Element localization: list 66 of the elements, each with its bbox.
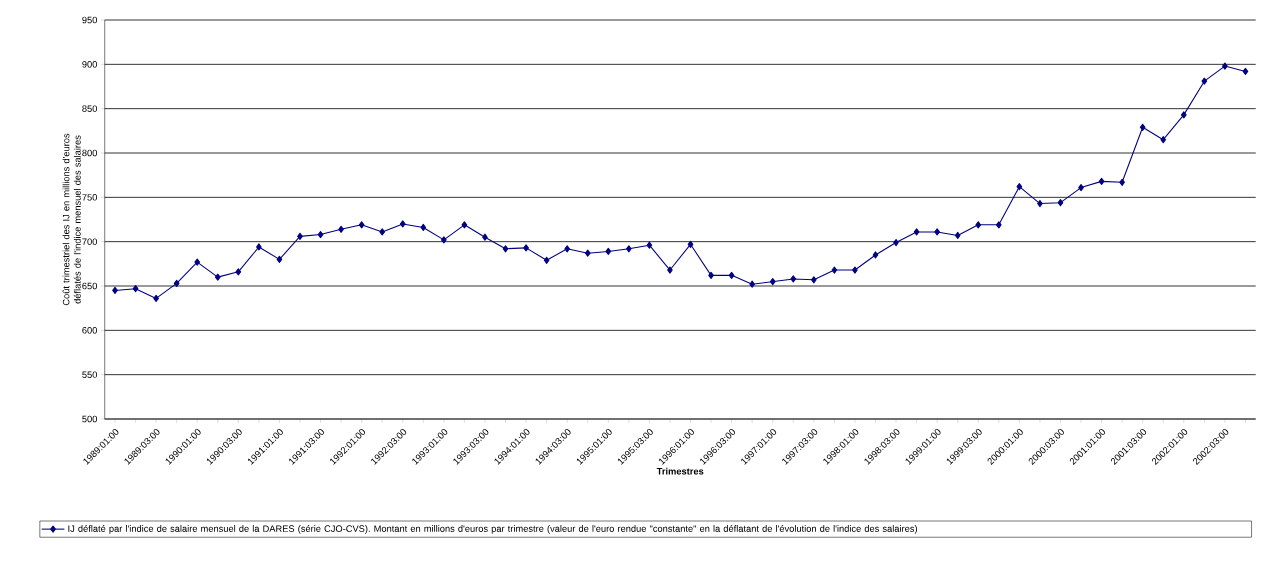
point — [1180, 111, 1187, 119]
point — [975, 221, 982, 229]
point — [194, 258, 201, 266]
y-tick-label: 500 — [82, 415, 98, 423]
point — [667, 266, 673, 274]
point — [646, 241, 653, 249]
point — [749, 280, 755, 288]
point — [605, 247, 612, 255]
y-axis-title: Coût trimestriel des IJ en millions d'euros déflatés de l'indice mensuel des salaires — [62, 133, 81, 306]
point — [1242, 67, 1249, 76]
point — [790, 275, 797, 283]
point — [769, 277, 776, 286]
point — [954, 231, 961, 240]
point — [256, 243, 262, 251]
point — [235, 268, 242, 276]
point — [153, 294, 159, 302]
point — [523, 244, 529, 252]
point — [1119, 178, 1125, 186]
point — [626, 245, 632, 253]
point — [543, 256, 550, 264]
point — [297, 232, 303, 240]
point — [708, 271, 714, 279]
point — [728, 271, 735, 279]
point — [1057, 199, 1064, 207]
point — [687, 240, 694, 248]
y-tick-label: 750 — [82, 194, 98, 201]
point — [420, 223, 427, 232]
point — [1139, 123, 1146, 131]
point — [1098, 177, 1105, 185]
point — [811, 276, 817, 284]
y-tick-label: 650 — [82, 282, 98, 290]
point — [872, 251, 879, 259]
point — [132, 285, 139, 293]
point — [1222, 62, 1228, 70]
y-tick-label: 850 — [82, 105, 98, 112]
legend-label: IJ déflaté par l'indice de salaire mensuel de la DARES (série CJO-CVS). Montant en millions d'euros par trimestre (valeur de l'euro rendue "constante" en la déflatant de l'évolution de l'indice des salaires) — [68, 525, 917, 534]
point — [317, 230, 324, 239]
point — [995, 221, 1002, 229]
point — [913, 228, 920, 236]
point — [1016, 183, 1023, 191]
y-tick-label: 950 — [82, 16, 98, 24]
point — [379, 228, 386, 236]
point — [338, 225, 344, 233]
point — [399, 220, 406, 228]
point — [358, 221, 365, 229]
point — [441, 236, 447, 244]
y-tick-label: 700 — [82, 238, 98, 245]
x-axis-title: Trimestres — [656, 467, 704, 475]
point — [214, 273, 221, 281]
y-tick-label: 900 — [82, 61, 98, 68]
point — [584, 249, 591, 257]
point — [564, 245, 570, 253]
point — [461, 221, 468, 229]
point — [934, 228, 940, 236]
point — [1201, 77, 1208, 85]
y-tick-label: 800 — [82, 149, 98, 157]
y-tick-label: 550 — [82, 371, 98, 378]
point — [276, 255, 283, 263]
point — [482, 233, 488, 241]
point — [1078, 184, 1084, 192]
point — [1160, 136, 1167, 144]
point — [173, 279, 180, 287]
point — [831, 266, 838, 274]
point — [852, 266, 858, 274]
y-tick-label: 600 — [82, 327, 98, 334]
point — [502, 245, 509, 253]
